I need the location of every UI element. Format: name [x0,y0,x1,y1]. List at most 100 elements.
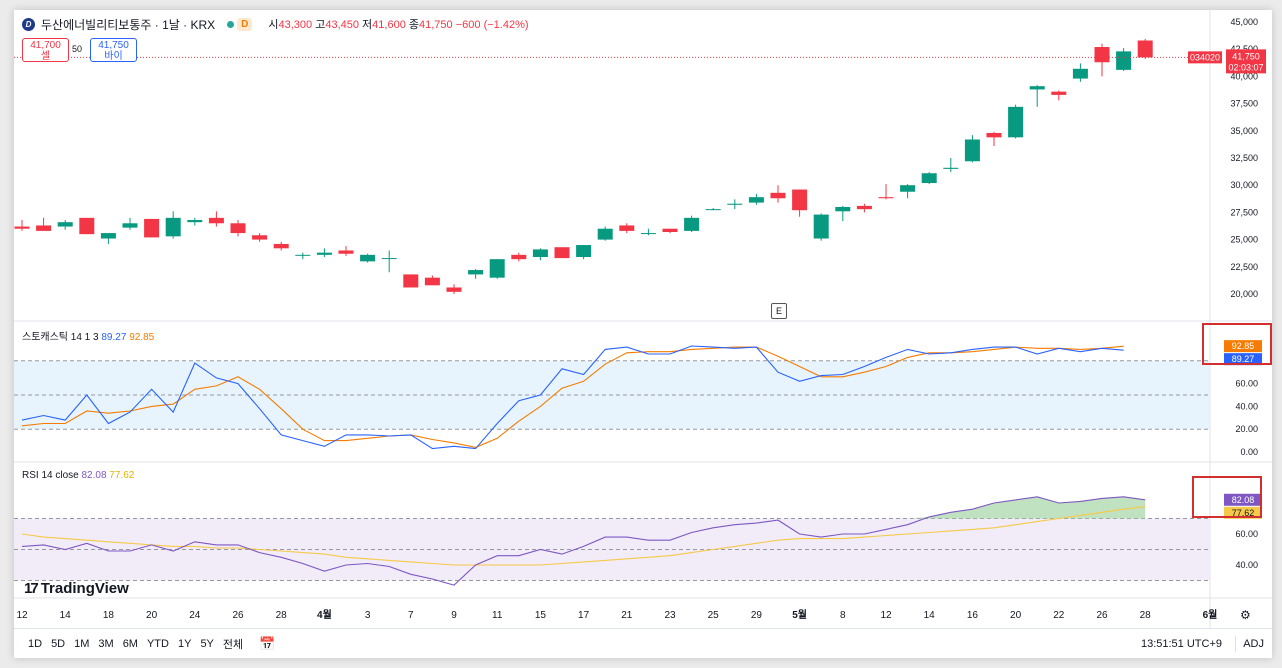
last-price-box [1226,49,1266,74]
high-value: 43,450 [325,19,359,31]
range-5y-button[interactable]: 5Y [200,638,214,650]
candle-body-down [446,287,462,292]
price-tick-label: 22,500 [1230,262,1258,272]
events-button[interactable]: E [771,303,787,319]
candle-body-down [403,274,419,288]
candle-body-up [964,139,980,162]
candle-body-down [619,225,635,231]
rsi-ma-axis-label: 77.62 [1232,508,1255,518]
range-5d-button[interactable]: 5D [51,638,66,650]
rsi-legend[interactable]: RSI 14 close 82.08 77.62 [22,470,134,481]
candle-body-down [273,243,289,249]
settings-gear-icon[interactable]: ⚙ [1240,608,1251,622]
close-value: 41,750 [419,19,453,31]
chart-canvas[interactable]: 45,000 42,500 40,000 37,500 35,000 32,500 30,0… [14,10,1272,628]
candle-body-up [748,197,764,203]
stochastic-d-line [21,345,1124,448]
range-3m-button[interactable]: 3M [98,638,114,650]
candle-body-up [943,167,959,169]
toolbar-divider [1235,636,1236,652]
stochastic-tick-label: 40.00 [1235,401,1258,411]
candle-body-down [986,132,1002,138]
candle-body-down [878,197,894,199]
candle-body-down [1094,47,1110,63]
symbol-tag-box [1188,51,1222,64]
range-1y-button[interactable]: 1Y [177,638,192,650]
open-label: 시 [268,19,279,31]
time-tick-label: 26 [232,610,244,621]
buy-label: 바이 [104,51,123,62]
candle-body-down [662,228,678,232]
sell-label: 셀 [40,51,51,62]
date-range-calendar-icon[interactable]: 📅 [259,636,276,651]
sell-button[interactable]: 41,700 셀 [22,38,69,62]
stochastic-d-value: 92.85 [129,332,155,343]
time-tick-label: 6월 [1203,609,1218,621]
time-tick-label: 5월 [792,609,807,621]
time-tick-label: 12 [880,610,892,621]
tradingview-mark-icon: 17 [24,580,39,597]
candle-body-down [856,205,872,210]
symbol-tag-label: 034020 [1190,52,1220,62]
time-tick-label: 8 [840,610,846,621]
high-label: 고 [315,19,326,31]
sell-price: 41,700 [30,40,61,51]
close-label: 종 [408,19,420,31]
symbol-title[interactable]: 두산에너빌리티보통주 · 1날 · KRX [41,17,216,32]
rsi-ma-box [1224,506,1262,519]
time-tick-label: 21 [621,610,633,621]
candle-body-up [360,254,376,262]
tradingview-wordmark: TradingView [40,580,129,597]
range-all-button[interactable]: 전체 [222,639,244,651]
spread-value: 50 [72,44,83,54]
time-tick-label: 28 [1140,610,1152,621]
clock-readout[interactable]: 13:51:51 UTC+9 [1140,638,1222,650]
symbol-logo-icon: D [22,17,35,31]
candle-body-up [100,233,116,239]
price-tick-label: 35,000 [1230,126,1258,136]
candle-body-down [770,192,786,199]
stochastic-legend[interactable]: 스토캐스틱 14 1 3 89.27 92.85 [22,328,154,343]
candle-body-up [1116,51,1132,70]
candle-body-down [511,254,527,260]
buy-button[interactable]: 41,750 바이 [90,38,137,62]
candle-body-up [835,206,851,212]
candle-body-down [554,247,570,259]
adjust-button[interactable]: ADJ [1243,638,1264,650]
candle-body-up [705,209,721,211]
candle-body-up [122,223,138,228]
price-tick-label: 42,500 [1230,44,1258,54]
time-tick-label: 20 [1010,610,1022,621]
low-value: 41,600 [372,19,406,31]
candle-body-up [576,245,592,258]
stochastic-k-value: 89.27 [101,332,127,343]
time-tick-label: 20 [146,610,158,621]
range-1m-button[interactable]: 1M [74,638,90,650]
price-tick-label: 25,000 [1230,235,1258,245]
market-status[interactable]: D [227,17,253,31]
candle-body-up [165,217,181,237]
tradingview-logo[interactable]: 17 TradingView [24,580,129,597]
range-ytd-button[interactable]: YTD [146,638,169,650]
stochastic-highlight-box [1202,323,1272,365]
candle-body-down [252,235,268,240]
time-tick-label: 4월 [317,609,332,621]
rsi-value-box [1224,493,1262,506]
candle-body-up [187,220,203,223]
rsi-axis-label: 82.08 [1232,495,1255,505]
stochastic-k-axis-label: 89.27 [1232,354,1255,364]
range-6m-button[interactable]: 6M [122,638,138,650]
time-tick-label: 15 [535,610,547,621]
stochastic-k-box [1224,353,1262,366]
candle-body-down [79,217,95,235]
range-1d-button[interactable]: 1D [28,638,43,650]
time-tick-label: 22 [1053,610,1065,621]
candle-body-down [144,218,160,238]
candle-body-down [230,223,246,234]
rsi-overbought-fill [907,496,1146,519]
time-tick-label: 11 [492,610,503,621]
candle-body-up [597,228,613,240]
stochastic-d-axis-label: 92.85 [1232,341,1255,351]
stochastic-d-box [1224,340,1262,353]
time-tick-label: 9 [451,610,457,621]
